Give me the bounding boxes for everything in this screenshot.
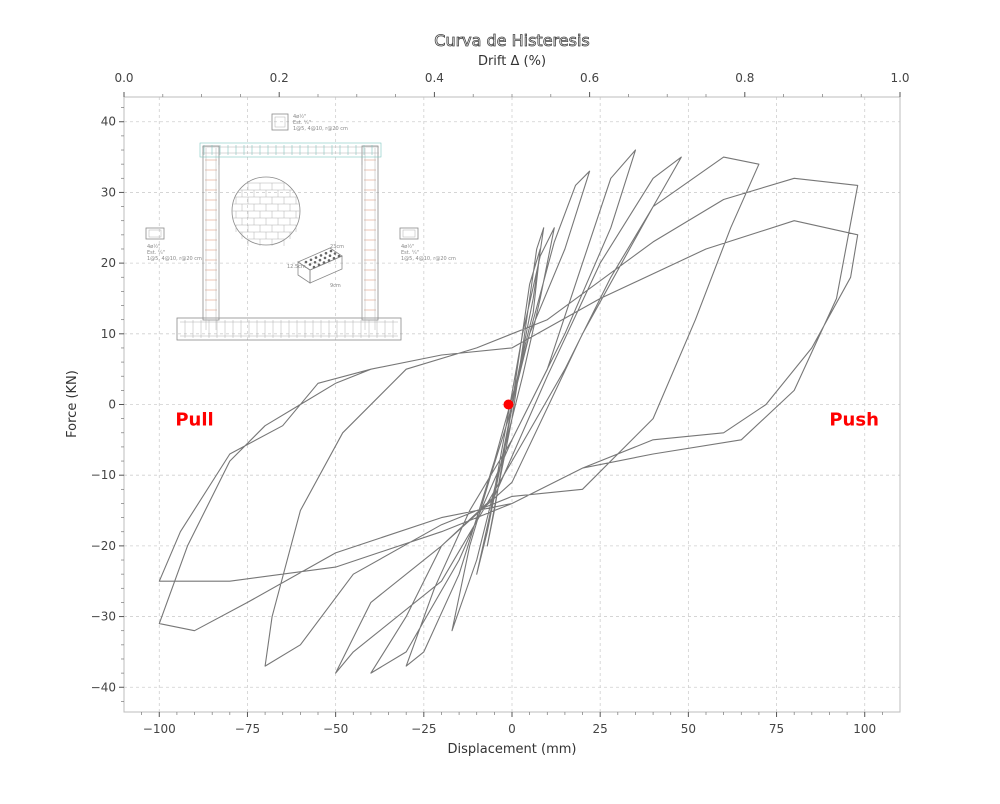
origin-marker	[503, 399, 514, 410]
y-tick-label: 0	[108, 398, 116, 412]
footing	[176, 317, 402, 341]
x-tick-label: 100	[853, 722, 876, 736]
section-top-line-1: 4ø½"	[293, 113, 306, 120]
brick-height-label: 9cm	[330, 283, 341, 289]
y-tick-label: 40	[101, 115, 116, 129]
section-left-line-1: 4ø½"	[147, 243, 160, 250]
section-right-line-2: Est. ¼"	[401, 250, 419, 256]
brick-width-label: 12.5cm	[287, 264, 306, 270]
x-tick-label: −50	[323, 722, 348, 736]
y-tick-label: −10	[91, 468, 116, 482]
perforated-brick-icon: 23cm 12.5cm 9cm	[287, 244, 344, 289]
section-right-line-3: 1@5, 4@10, r@20 cm	[401, 256, 456, 262]
annotation-push: Push	[829, 410, 879, 431]
y-tick-label: −40	[91, 680, 116, 694]
chart-title: Curva de Histeresis	[434, 31, 589, 50]
y-tick-label: 10	[101, 327, 116, 341]
hysteresis-curves	[158, 149, 859, 674]
beam-stirrups	[202, 145, 379, 155]
x-tick-label: −100	[143, 722, 176, 736]
y-tick-label: −20	[91, 539, 116, 553]
top-tick-label: 0.0	[114, 71, 133, 85]
section-top-line-2: Est. ¼"	[293, 120, 311, 126]
top-beam	[199, 142, 382, 158]
y-tick-label: 20	[101, 256, 116, 270]
footing-stirrups	[180, 320, 398, 338]
markers: Pull Push	[175, 399, 879, 431]
brick-detail-circle	[231, 176, 301, 246]
x-tick-label: 0	[508, 722, 516, 736]
brick-length-label: 23cm	[330, 244, 344, 250]
x-tick-label: −75	[235, 722, 260, 736]
section-detail-left: 4ø½" Est. ¼" 1@5, 4@10, r@20 cm	[145, 227, 202, 262]
top-tick-label: 0.2	[270, 71, 289, 85]
top-tick-label: 1.0	[890, 71, 909, 85]
section-left-line-2: Est. ¼"	[147, 250, 165, 256]
section-detail-right: 4ø½" Est. ¼" 1@5, 4@10, r@20 cm	[399, 227, 456, 262]
section-right-line-1: 4ø½"	[401, 243, 414, 250]
y-tick-label: −30	[91, 610, 116, 624]
left-column	[202, 145, 220, 321]
top-tick-label: 0.8	[735, 71, 754, 85]
x-axis-title: Displacement (mm)	[448, 742, 577, 757]
right-column	[361, 145, 379, 321]
top-tick-label: 0.6	[580, 71, 599, 85]
hysteresis-series-1	[158, 149, 859, 674]
section-detail-top: 4ø½" Est. ¼" 1@5, 4@10, r@20 cm	[271, 113, 348, 132]
x-tick-label: 75	[769, 722, 784, 736]
y-axis-title: Force (KN)	[65, 370, 80, 438]
x-tick-label: −25	[411, 722, 436, 736]
wall-schematic-inset: 23cm 12.5cm 9cm 4ø½" Est. ¼" 1@5, 4@10, …	[145, 113, 456, 341]
annotation-pull: Pull	[175, 410, 213, 431]
section-left-line-3: 1@5, 4@10, r@20 cm	[147, 256, 202, 262]
axis-ticks: −100 −75 −50 −25 0 25 50 75 100−40−30−20−1001020…	[91, 71, 910, 736]
top-axis-title: Drift Δ (%)	[478, 54, 546, 69]
y-tick-label: 30	[101, 185, 116, 199]
section-top-line-3: 1@5, 4@10, r@20 cm	[293, 126, 348, 132]
column-stirrups	[205, 148, 376, 330]
x-tick-label: 50	[681, 722, 696, 736]
top-tick-label: 0.4	[425, 71, 444, 85]
x-tick-label: 25	[593, 722, 608, 736]
